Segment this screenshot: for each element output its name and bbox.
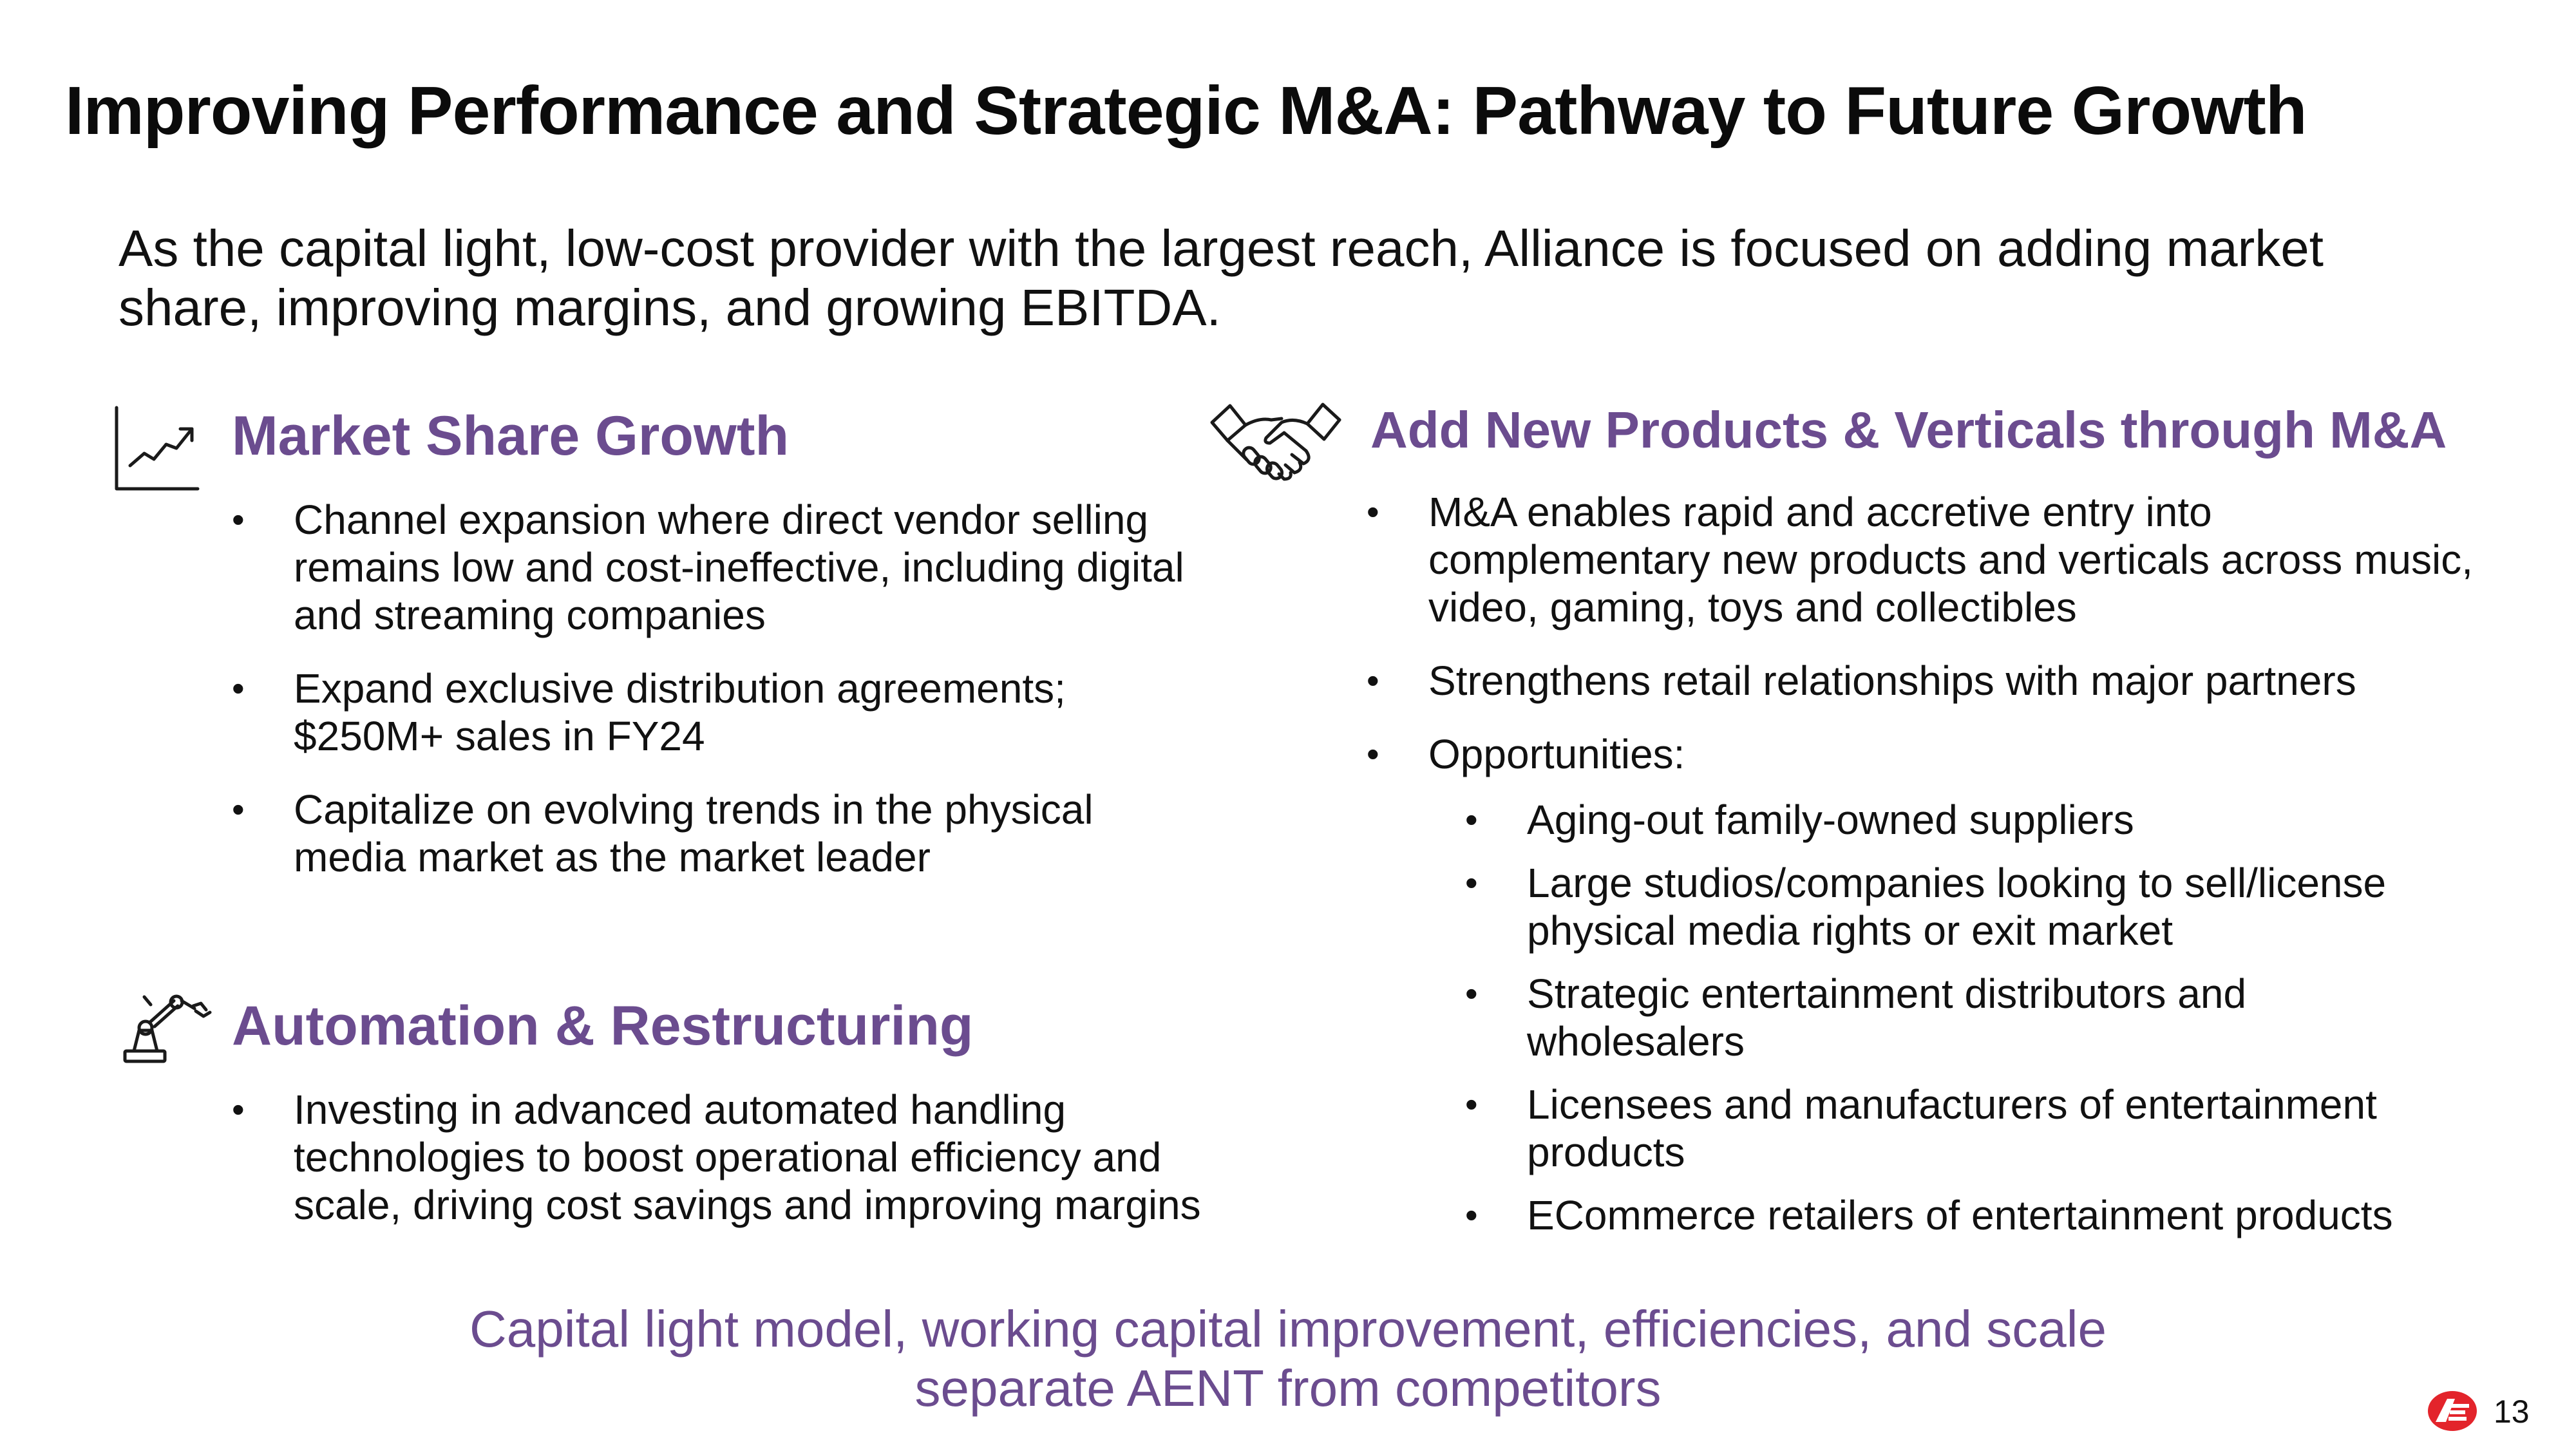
footer-line-2: separate AENT from competitors bbox=[914, 1359, 1662, 1417]
list-item: Strategic entertainment distributors and… bbox=[1465, 970, 2429, 1065]
list-item: Opportunities: bbox=[1367, 730, 2487, 778]
market-share-bullets: Channel expansion where direct vendor se… bbox=[232, 496, 1198, 881]
handshake-icon bbox=[1209, 401, 1342, 484]
list-item: ECommerce retailers of entertainment pro… bbox=[1465, 1191, 2496, 1239]
list-item: Capitalize on evolving trends in the phy… bbox=[232, 786, 1131, 881]
list-item: Licensees and manufacturers of entertain… bbox=[1465, 1081, 2496, 1176]
trend-chart-icon bbox=[113, 406, 200, 492]
automation-heading: Automation & Restructuring bbox=[232, 995, 974, 1057]
page-number: 13 bbox=[2494, 1394, 2530, 1430]
list-item: Expand exclusive distribution agreements… bbox=[232, 665, 1195, 760]
m-and-a-bullets: M&A enables rapid and accretive entry in… bbox=[1367, 488, 2487, 778]
footer-line-1: Capital light model, working capital imp… bbox=[469, 1300, 2107, 1358]
robot-arm-icon bbox=[121, 992, 218, 1064]
automation-bullets: Investing in advanced automated handling… bbox=[232, 1086, 1211, 1229]
list-item: Investing in advanced automated handling… bbox=[232, 1086, 1211, 1229]
m-and-a-heading: Add New Products & Verticals through M&A bbox=[1370, 401, 2447, 459]
list-item: Aging-out family-owned suppliers bbox=[1465, 796, 2496, 844]
intro-text: As the capital light, low-cost provider … bbox=[118, 220, 2324, 336]
market-share-heading: Market Share Growth bbox=[232, 405, 789, 467]
list-item: Large studios/companies looking to sell/… bbox=[1465, 859, 2496, 954]
list-item: M&A enables rapid and accretive entry in… bbox=[1367, 488, 2487, 631]
list-item: Channel expansion where direct vendor se… bbox=[232, 496, 1198, 639]
slide-title: Improving Performance and Strategic M&A:… bbox=[65, 73, 2307, 149]
ae-logo-icon bbox=[2427, 1390, 2478, 1435]
opportunities-sub-bullets: Aging-out family-owned suppliers Large s… bbox=[1465, 796, 2496, 1239]
list-item: Strengthens retail relationships with ma… bbox=[1367, 657, 2487, 705]
footer-statement: Capital light model, working capital imp… bbox=[0, 1300, 2576, 1418]
